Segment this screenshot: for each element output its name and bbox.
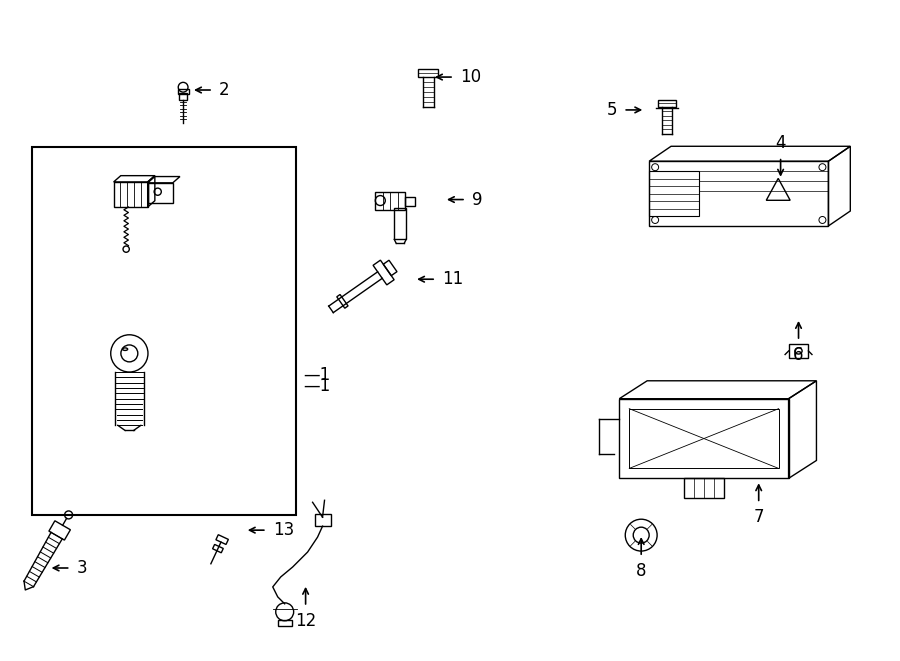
Bar (179, 93, 187, 100)
Bar (113, 182, 148, 207)
Text: —1: —1 (303, 377, 331, 395)
Text: 6: 6 (793, 346, 804, 364)
Bar (375, 192, 405, 210)
Text: —1: —1 (303, 366, 331, 384)
Text: 5: 5 (607, 101, 617, 119)
Bar (418, 69, 438, 77)
Text: 2: 2 (219, 81, 230, 99)
Text: 10: 10 (460, 68, 482, 86)
Bar (278, 620, 292, 626)
Bar (315, 514, 330, 526)
Text: 9: 9 (472, 190, 482, 209)
Bar (649, 171, 699, 216)
Bar (629, 408, 778, 469)
Bar (405, 197, 415, 206)
Text: 7: 7 (753, 508, 764, 526)
Text: 12: 12 (295, 612, 316, 630)
Text: 4: 4 (776, 134, 786, 152)
Text: 8: 8 (636, 562, 646, 580)
Bar (177, 89, 189, 95)
Bar (394, 208, 406, 239)
Bar (148, 183, 173, 202)
Bar (619, 399, 788, 479)
Bar (788, 344, 808, 358)
Text: 3: 3 (76, 559, 87, 577)
Text: 13: 13 (273, 521, 294, 539)
Text: 11: 11 (442, 270, 464, 288)
Bar (649, 161, 828, 226)
Bar (658, 100, 676, 107)
Bar (684, 479, 724, 498)
Bar (32, 147, 296, 515)
